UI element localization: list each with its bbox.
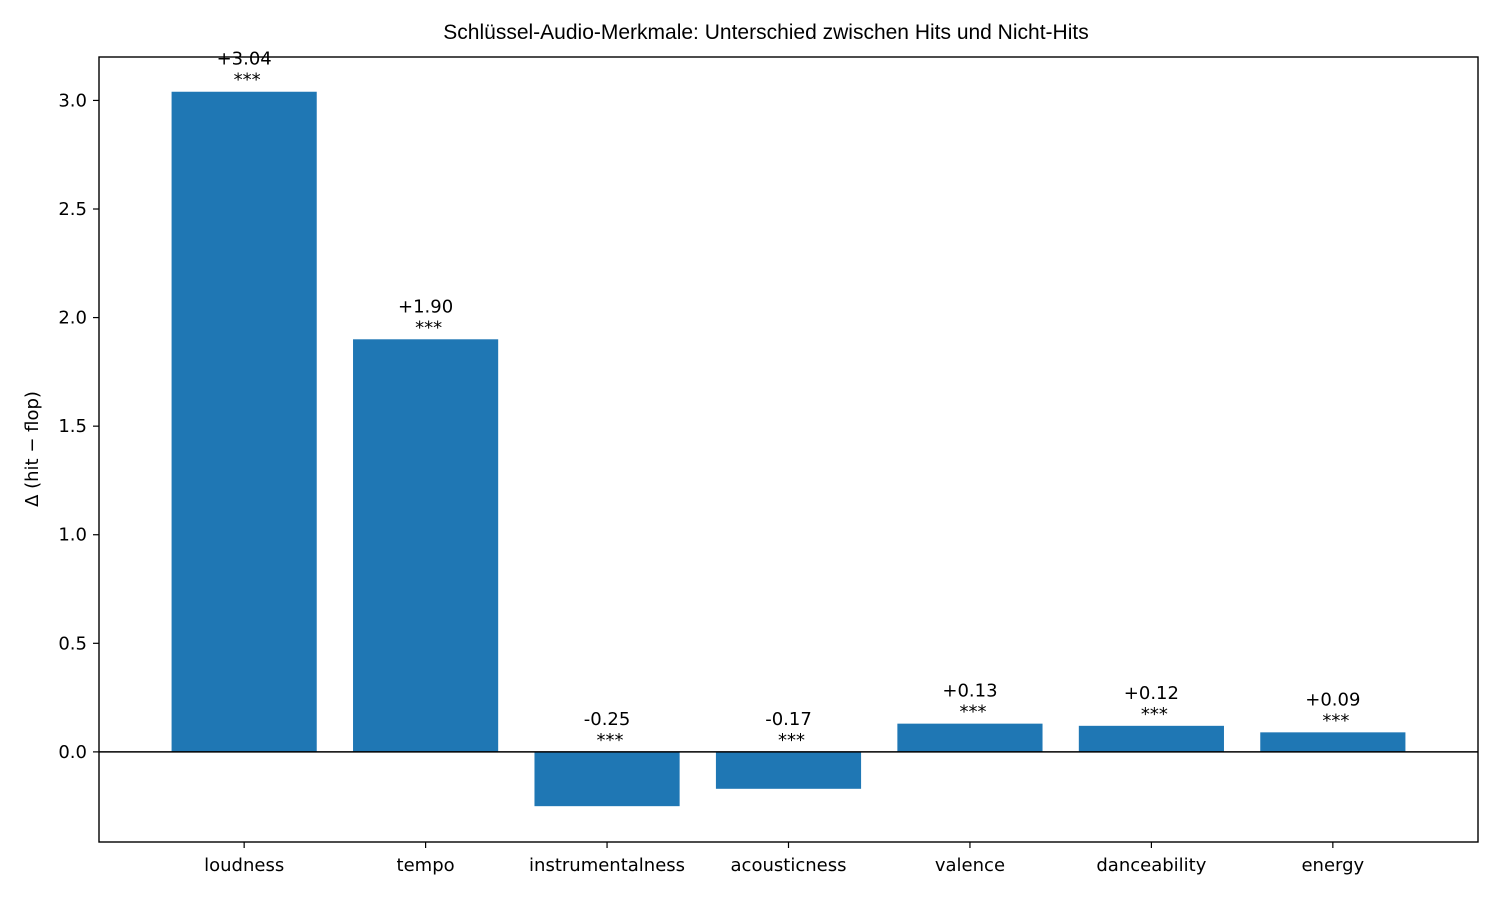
- significance-label: ***: [234, 70, 261, 91]
- bar-loudness: [171, 91, 317, 752]
- y-tick-label: 1.0: [58, 525, 87, 546]
- bar-value-label: +3.04: [217, 49, 272, 70]
- x-tick-label: tempo: [397, 855, 455, 876]
- x-tick-label: acousticness: [731, 855, 847, 876]
- x-tick-label: energy: [1301, 855, 1364, 876]
- plot-area: [98, 56, 1479, 843]
- significance-label: ***: [597, 730, 624, 751]
- x-tick-label: valence: [935, 855, 1005, 876]
- x-tick-label: instrumentalness: [529, 855, 685, 876]
- bar-value-label: -0.17: [765, 709, 812, 730]
- x-axis: loudness tempo instrumentalness acousticnes…: [204, 842, 1365, 876]
- bar-acousticness: [715, 751, 862, 789]
- y-axis: 0.0 0.5 1.0 1.5 2.0 2.5 3.0: [58, 90, 99, 763]
- y-tick-label: 1.5: [58, 416, 87, 437]
- bar-value-label: -0.25: [584, 709, 631, 730]
- bar-value-label: +0.13: [942, 681, 997, 702]
- bars-group: [171, 91, 1406, 807]
- bar-value-label: +0.12: [1124, 683, 1179, 704]
- bar-danceability: [1078, 725, 1224, 752]
- bar-instrumentalness: [534, 751, 680, 807]
- significance-label: ***: [1141, 704, 1168, 725]
- y-axis-label: Δ (hit − flop): [22, 391, 43, 507]
- y-tick-label: 3.0: [58, 90, 87, 111]
- bar-energy: [1260, 732, 1406, 752]
- chart-title: Schlüssel-Audio-Merkmale: Unterschied zw…: [443, 21, 1088, 44]
- y-tick-label: 0.5: [58, 633, 87, 654]
- bar-labels-group: +3.04***+1.90***-0.25***-0.17***+0.13***…: [217, 49, 1361, 751]
- y-tick-label: 2.5: [58, 199, 87, 220]
- significance-label: ***: [778, 730, 805, 751]
- significance-label: ***: [1322, 710, 1349, 731]
- bar-value-label: +1.90: [398, 296, 453, 317]
- bar-valence: [897, 723, 1043, 752]
- significance-label: ***: [959, 702, 986, 723]
- y-tick-label: 2.0: [58, 308, 87, 329]
- bar-value-label: +0.09: [1305, 689, 1360, 710]
- significance-label: ***: [415, 317, 442, 338]
- bar-tempo: [353, 339, 499, 752]
- x-tick-label: danceability: [1096, 855, 1206, 876]
- x-tick-label: loudness: [204, 855, 284, 876]
- y-tick-label: 0.0: [58, 742, 87, 763]
